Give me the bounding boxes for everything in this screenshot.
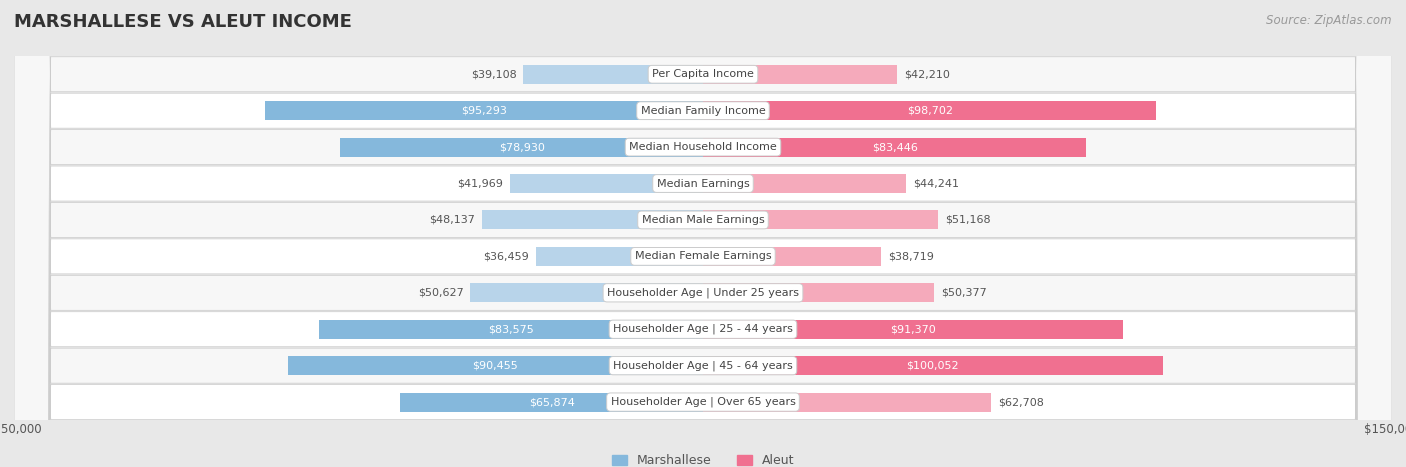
Bar (703, 65, 897, 84)
Text: Householder Age | 45 - 64 years: Householder Age | 45 - 64 years (613, 361, 793, 371)
Bar (703, 174, 907, 193)
Bar (703, 283, 935, 302)
FancyBboxPatch shape (14, 0, 1392, 467)
Bar (703, 101, 1156, 120)
Bar (703, 138, 1087, 156)
Text: $91,370: $91,370 (890, 324, 936, 334)
Text: $42,210: $42,210 (904, 69, 949, 79)
FancyBboxPatch shape (14, 0, 1392, 467)
Text: MARSHALLESE VS ALEUT INCOME: MARSHALLESE VS ALEUT INCOME (14, 13, 352, 30)
Text: $65,874: $65,874 (529, 397, 575, 407)
Bar (703, 211, 938, 229)
Text: $98,702: $98,702 (907, 106, 953, 116)
Text: $36,459: $36,459 (482, 251, 529, 262)
Text: Per Capita Income: Per Capita Income (652, 69, 754, 79)
Bar (703, 393, 991, 411)
Bar (340, 138, 703, 156)
Text: $50,377: $50,377 (941, 288, 987, 298)
Bar (703, 247, 880, 266)
Text: $83,446: $83,446 (872, 142, 918, 152)
Text: $83,575: $83,575 (488, 324, 534, 334)
Text: $44,241: $44,241 (912, 178, 959, 189)
FancyBboxPatch shape (14, 0, 1392, 467)
Text: Householder Age | 25 - 44 years: Householder Age | 25 - 44 years (613, 324, 793, 334)
Bar (510, 174, 703, 193)
FancyBboxPatch shape (14, 0, 1392, 467)
Text: $90,455: $90,455 (472, 361, 519, 371)
Bar (482, 211, 703, 229)
FancyBboxPatch shape (14, 0, 1392, 467)
Text: $50,627: $50,627 (418, 288, 464, 298)
Bar (536, 247, 703, 266)
Text: Householder Age | Over 65 years: Householder Age | Over 65 years (610, 397, 796, 407)
Text: $62,708: $62,708 (998, 397, 1043, 407)
Bar (266, 101, 703, 120)
FancyBboxPatch shape (14, 0, 1392, 467)
Text: $100,052: $100,052 (907, 361, 959, 371)
Text: Median Earnings: Median Earnings (657, 178, 749, 189)
Text: $48,137: $48,137 (429, 215, 475, 225)
Text: $39,108: $39,108 (471, 69, 516, 79)
Text: Median Male Earnings: Median Male Earnings (641, 215, 765, 225)
Bar (471, 283, 703, 302)
Bar (523, 65, 703, 84)
Text: Median Household Income: Median Household Income (628, 142, 778, 152)
Text: $38,719: $38,719 (887, 251, 934, 262)
Bar (319, 320, 703, 339)
Bar (288, 356, 703, 375)
Bar (703, 320, 1122, 339)
FancyBboxPatch shape (14, 0, 1392, 467)
FancyBboxPatch shape (14, 0, 1392, 467)
FancyBboxPatch shape (14, 0, 1392, 467)
Text: Median Female Earnings: Median Female Earnings (634, 251, 772, 262)
FancyBboxPatch shape (14, 0, 1392, 467)
Text: $78,930: $78,930 (499, 142, 544, 152)
Bar (703, 356, 1163, 375)
Bar (401, 393, 703, 411)
Text: $51,168: $51,168 (945, 215, 990, 225)
Text: Median Family Income: Median Family Income (641, 106, 765, 116)
Legend: Marshallese, Aleut: Marshallese, Aleut (607, 449, 799, 467)
Text: Householder Age | Under 25 years: Householder Age | Under 25 years (607, 288, 799, 298)
Text: $41,969: $41,969 (457, 178, 503, 189)
Text: Source: ZipAtlas.com: Source: ZipAtlas.com (1267, 14, 1392, 27)
Text: $95,293: $95,293 (461, 106, 508, 116)
